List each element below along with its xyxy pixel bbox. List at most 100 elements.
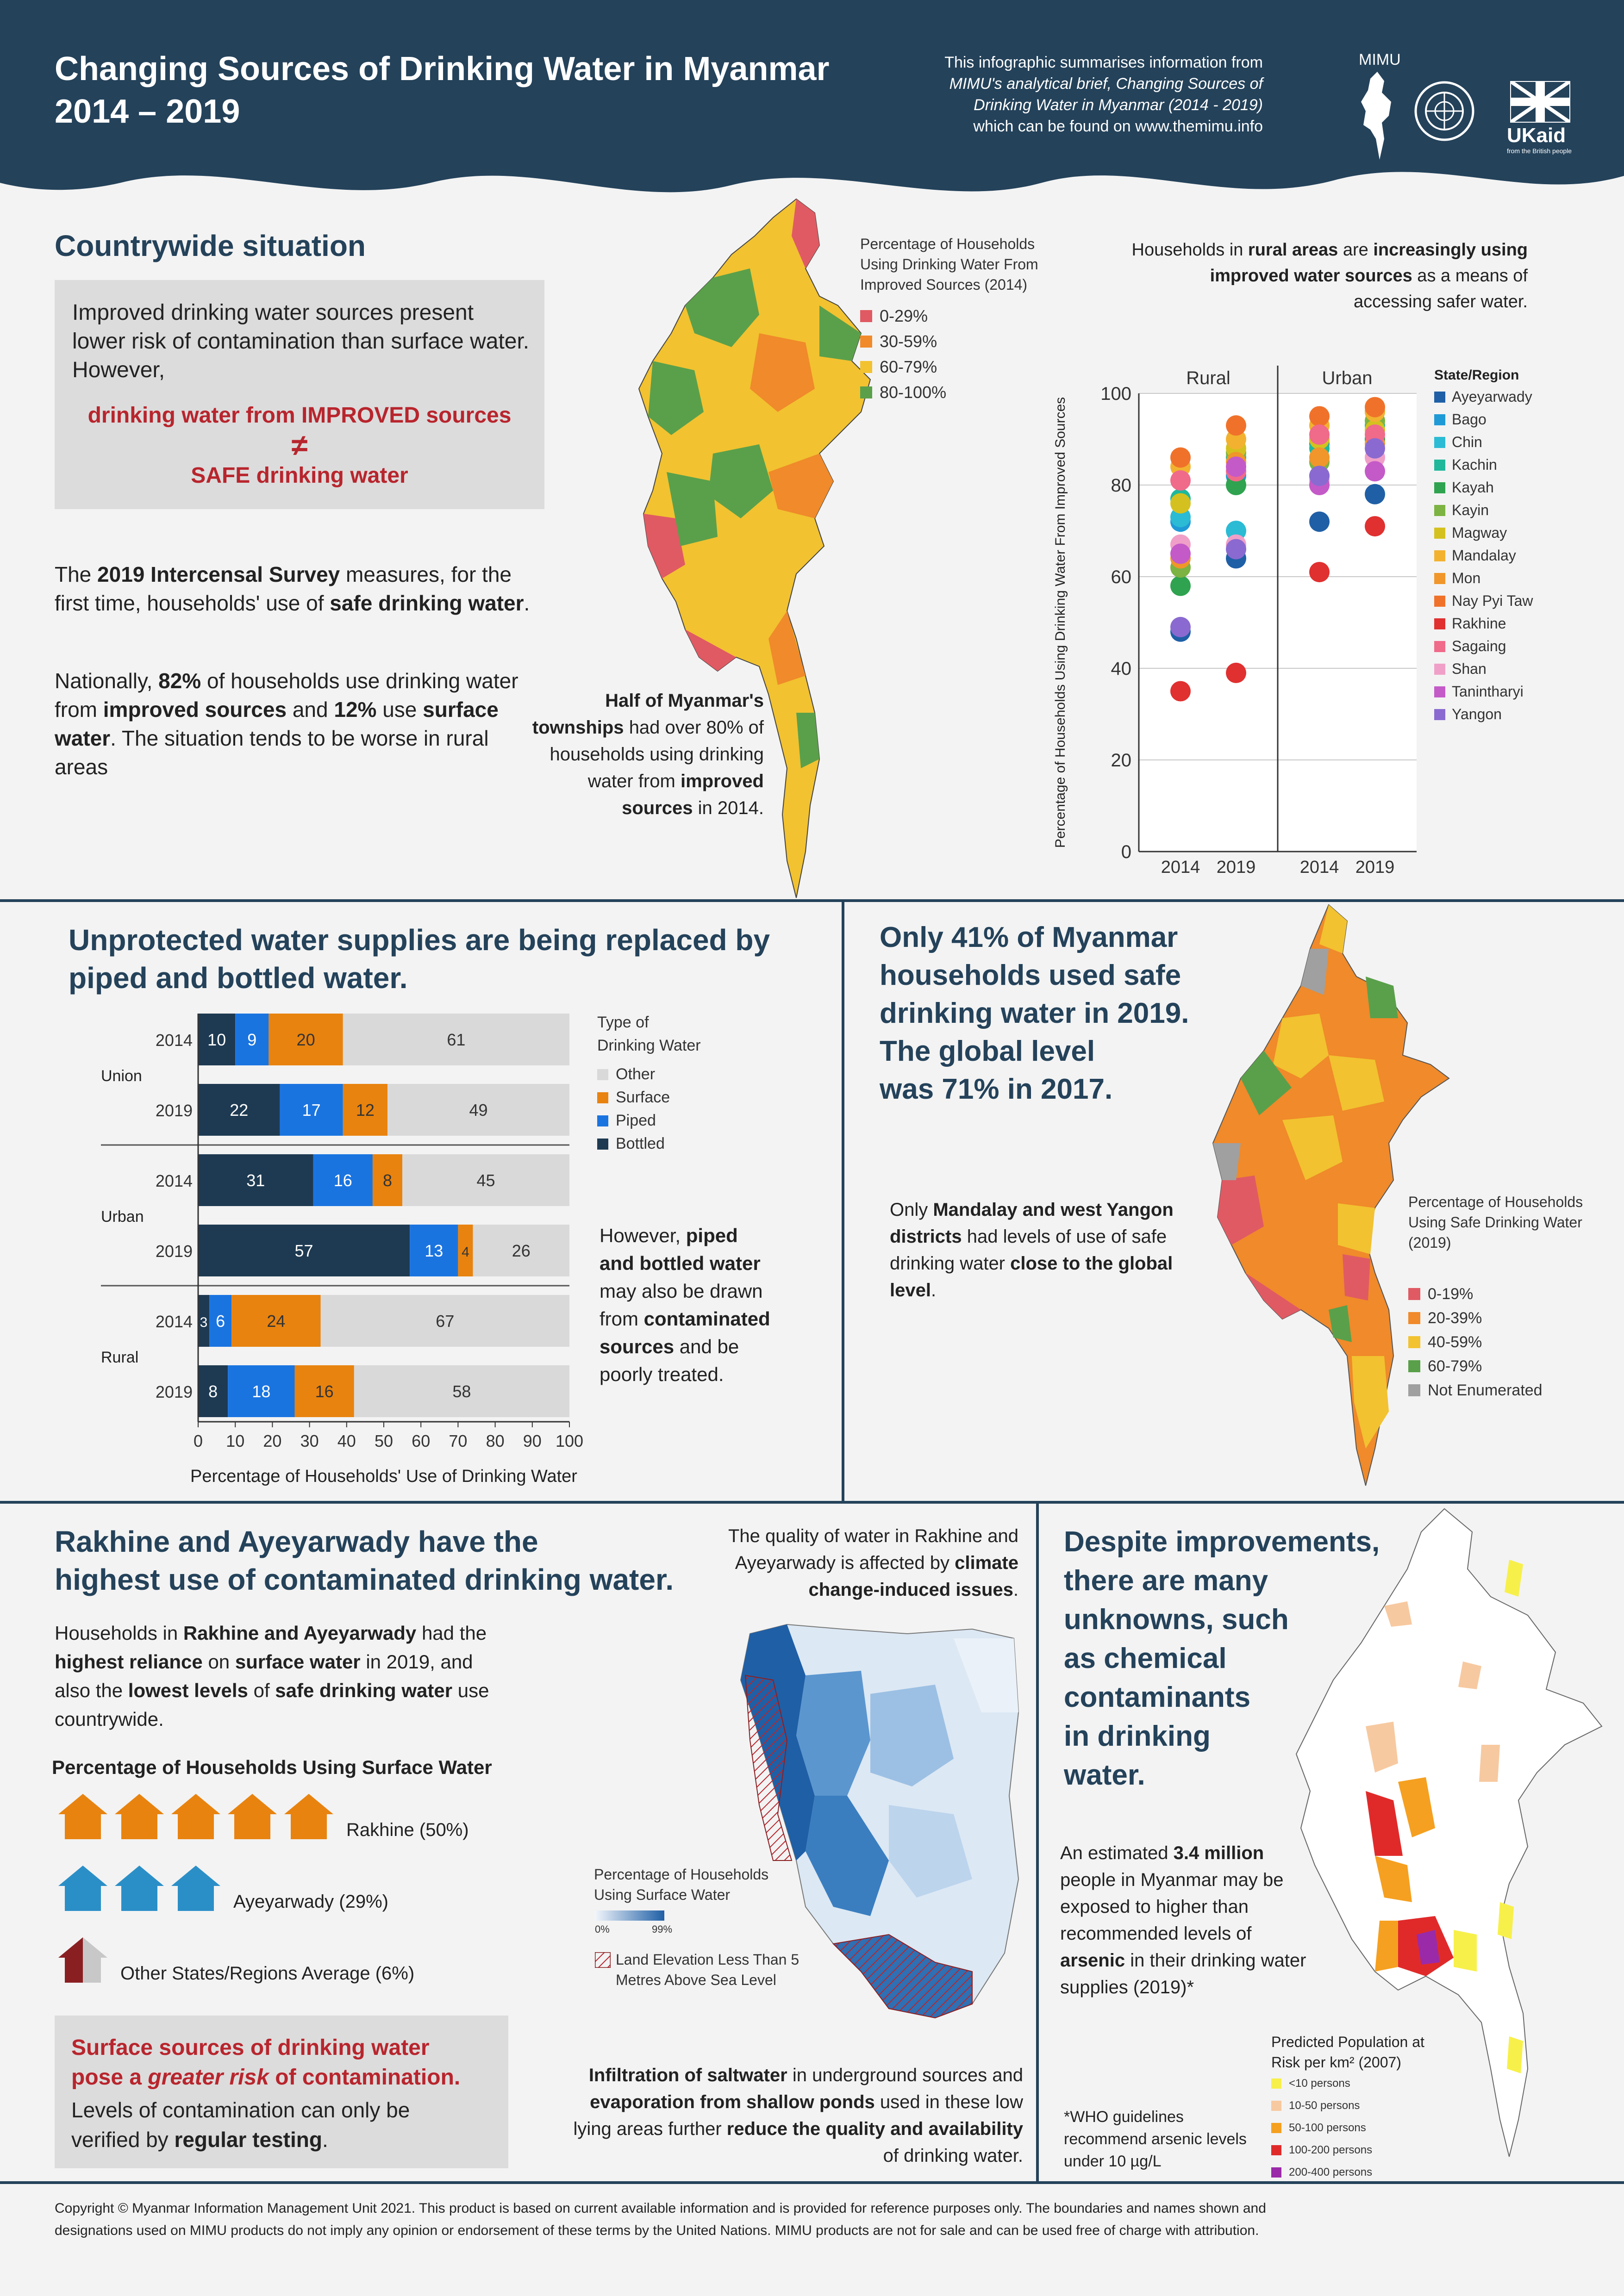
legend-swatch [1434,618,1445,629]
bar-group-label: Rural [101,1349,138,1366]
bar-segment-piped [228,1365,295,1417]
x-tick-label: 100 [556,1431,583,1450]
bar-segment-bottled [198,1225,410,1276]
legend-label: Chin [1452,434,1482,450]
legend-label: 30-59% [880,331,937,351]
dot-nay-pyi-taw [1226,415,1246,436]
divider-vertical-2 [1036,1502,1039,2183]
bar-segment-bottled [198,1154,313,1206]
bar-value-label: 4 [462,1244,469,1260]
dot-ayeyarwady [1309,511,1330,532]
legend-swatch [1434,664,1445,675]
bar-value-label: 61 [447,1030,465,1049]
map-improved-sources-2014 [638,198,871,898]
dot-kayah [1170,575,1191,596]
house-row-label: Ayeyarwady (29%) [233,1892,388,1912]
x-tick-label: 60 [412,1431,430,1450]
bar-segment-surface [294,1365,354,1417]
drinking-water-type-bar-chart: 2014 10 9 20 61 2019 22 17 12 49 Union 2014 31 16 8 45 2… [101,1014,701,1486]
bar-group-label: Union [101,1067,142,1085]
bar-segment-surface [372,1154,403,1206]
dot-nay-pyi-taw [1309,406,1330,427]
legend-label: 0-29% [880,306,928,325]
hatch-swatch-icon [595,1952,611,1968]
box-text: Improved drinking water sources present … [72,300,530,382]
divider-2 [0,1501,1624,1504]
bar-value-label: 8 [383,1171,392,1190]
legend-swatch [1434,437,1445,448]
bar-value-label: 18 [252,1382,270,1401]
box-line-improved: drinking water from IMPROVED sources [87,403,512,428]
bar-segment-surface [458,1225,473,1276]
legend-label: 0-19% [1428,1285,1474,1303]
x-tick-label: 2014 [1300,858,1339,877]
y-tick-label: 100 [1100,384,1131,404]
unknowns-heading: Despite improvements, there are many unk… [1064,1526,1380,1791]
arsenic-legend-item: <10 persons [1271,2072,1372,2095]
legend-label: Ayeyarwady [1452,388,1532,405]
intro-text: This infographic summarises information … [944,54,1263,135]
gradient-min-label: 0% [595,1923,610,1935]
legend-swatch [1434,414,1445,425]
bar-value-label: 45 [477,1171,495,1190]
mimu-logo-text: MIMU [1359,51,1401,68]
unprotected-heading: Unprotected water supplies are being rep… [69,923,770,995]
legend-label: Kayin [1452,502,1489,518]
house-icon [171,1866,220,1911]
house-icon [171,1794,220,1839]
divider-footer [0,2181,1624,2184]
not-equal-sign: ≠ [291,429,308,462]
house-row-label: Rakhine (50%) [346,1820,469,1840]
legend-swatch [1434,596,1445,607]
legend-label: Shan [1452,660,1487,677]
dot-magway [1170,493,1191,514]
legend-label: Mandalay [1452,547,1516,564]
legend-label: Magway [1452,524,1507,541]
arsenic-legend: <10 persons 10-50 persons 50-100 persons 10… [1271,2072,1372,2184]
legend-label: Not Enumerated [1428,1381,1543,1399]
footer-copyright: Copyright © Myanmar Information Manageme… [55,2201,1266,2238]
x-tick-label: 80 [486,1431,505,1450]
legend-swatch [1408,1288,1420,1300]
legend-swatch [1271,2123,1281,2133]
bar-value-label: 16 [334,1171,352,1190]
bar-value-label: 8 [208,1382,218,1401]
legend-swatch [1271,2101,1281,2111]
bar-year-label: 2014 [156,1171,193,1190]
legend-swatch [1271,2078,1281,2089]
y-tick-label: 20 [1111,750,1132,771]
x-tick-label: 90 [523,1431,542,1450]
legend-swatch [1434,709,1445,720]
improved-vs-safe-box: Improved drinking water sources present … [55,280,544,509]
dot-rakhine [1226,662,1246,683]
house-icon [58,1794,107,1839]
bar-value-label: 24 [267,1312,285,1331]
bar-value-label: 17 [302,1101,321,1120]
dot-tanintharyi [1365,461,1385,482]
dot-yangon [1309,466,1330,486]
x-tick-label: 2019 [1217,858,1256,877]
bar-legend-swatch [597,1069,608,1080]
bar-segment-piped [410,1225,458,1276]
divider-1 [0,899,1624,902]
legend-swatch [1434,392,1445,403]
bar-value-label: 26 [512,1241,531,1260]
bar-legend-title-2: Drinking Water [597,1037,701,1054]
y-tick-label: 60 [1111,567,1132,587]
bar-value-label: 49 [469,1101,487,1120]
house-icon [228,1794,277,1839]
rakhine-heading: Rakhine and Ayeyarwady have the highest … [55,1525,674,1596]
bar-value-label: 10 [207,1030,226,1049]
arsenic-legend-item: 10-50 persons [1271,2095,1372,2117]
surface-map-gradient [595,1910,664,1921]
dot-rakhine [1309,562,1330,583]
dot-yangon [1170,616,1191,637]
legend-label: 100-200 persons [1289,2144,1373,2156]
y-tick-label: 40 [1111,659,1132,679]
legend-label: Sagaing [1452,638,1506,654]
map-2014-legend-item: 0-29% [860,303,946,329]
ukaid-logo-text: UKaid [1507,124,1566,147]
bar-legend-swatch [597,1139,608,1150]
legend-swatch [1434,460,1445,471]
contamination-risk-box: Surface sources of drinking water pose a… [55,2016,508,2168]
